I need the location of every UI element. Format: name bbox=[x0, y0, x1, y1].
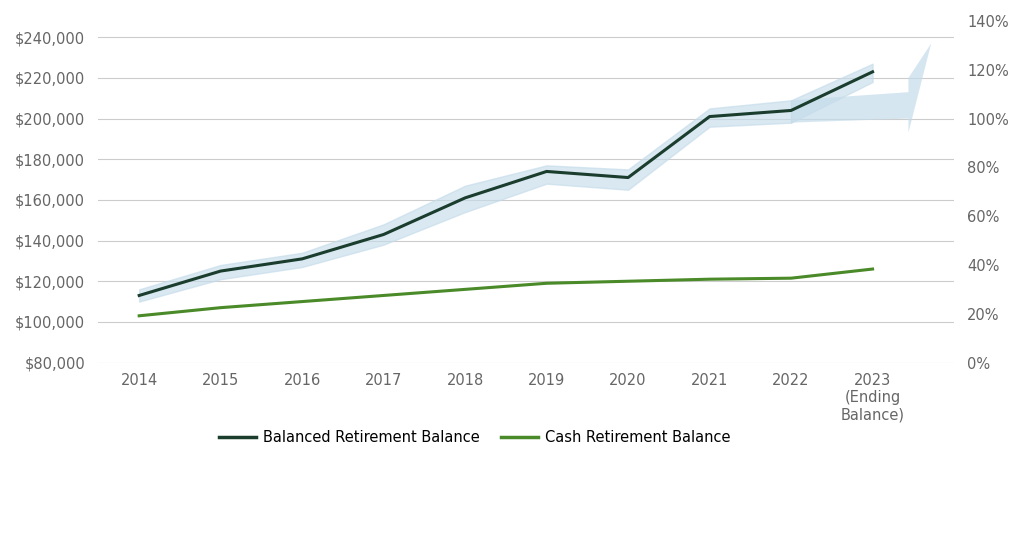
Polygon shape bbox=[792, 43, 931, 133]
Legend: Balanced Retirement Balance, Cash Retirement Balance: Balanced Retirement Balance, Cash Retire… bbox=[213, 424, 736, 451]
